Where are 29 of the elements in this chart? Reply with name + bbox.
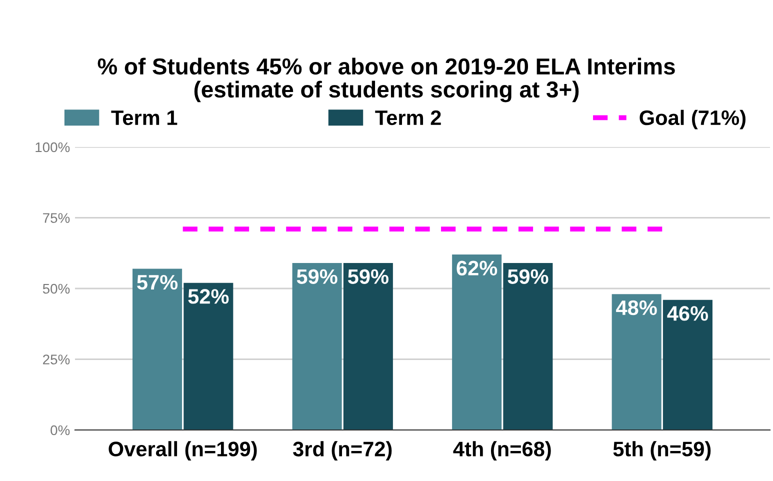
data-label: 52% <box>188 289 229 304</box>
bar <box>662 300 712 430</box>
bar <box>292 263 342 430</box>
y-tick-label: 50% <box>42 284 70 294</box>
data-label: 59% <box>348 269 388 284</box>
bar <box>612 294 662 430</box>
x-tick-label: 5th (n=59) <box>613 441 711 461</box>
bar <box>132 268 182 430</box>
data-label: 46% <box>667 306 708 321</box>
data-label: 62% <box>456 260 498 276</box>
legend-label: Term 1 <box>111 110 178 126</box>
data-label: 59% <box>508 269 548 284</box>
y-tick-label: 25% <box>43 354 70 364</box>
bar <box>452 254 502 430</box>
data-label: 48% <box>616 300 657 316</box>
bar <box>343 263 393 430</box>
legend-label: Goal (71%) <box>640 110 746 130</box>
x-tick-label: 4th (n=68) <box>453 441 551 461</box>
y-tick-label: 100% <box>36 142 70 152</box>
x-tick-label: Overall (n=199) <box>108 441 257 461</box>
data-label: 57% <box>137 274 178 290</box>
y-tick-label: 75% <box>43 213 70 223</box>
y-tick-label: 0% <box>50 425 70 436</box>
legend-label: Term 2 <box>375 110 441 126</box>
bar <box>503 263 553 430</box>
data-label: 59% <box>296 269 338 284</box>
chart-title: % of Students 45% or above on 2019-20 ELA Interims (estimate of students scoring at 3+) <box>98 58 675 102</box>
bar <box>184 282 234 430</box>
x-tick-label: 3rd (n=72) <box>293 441 392 461</box>
